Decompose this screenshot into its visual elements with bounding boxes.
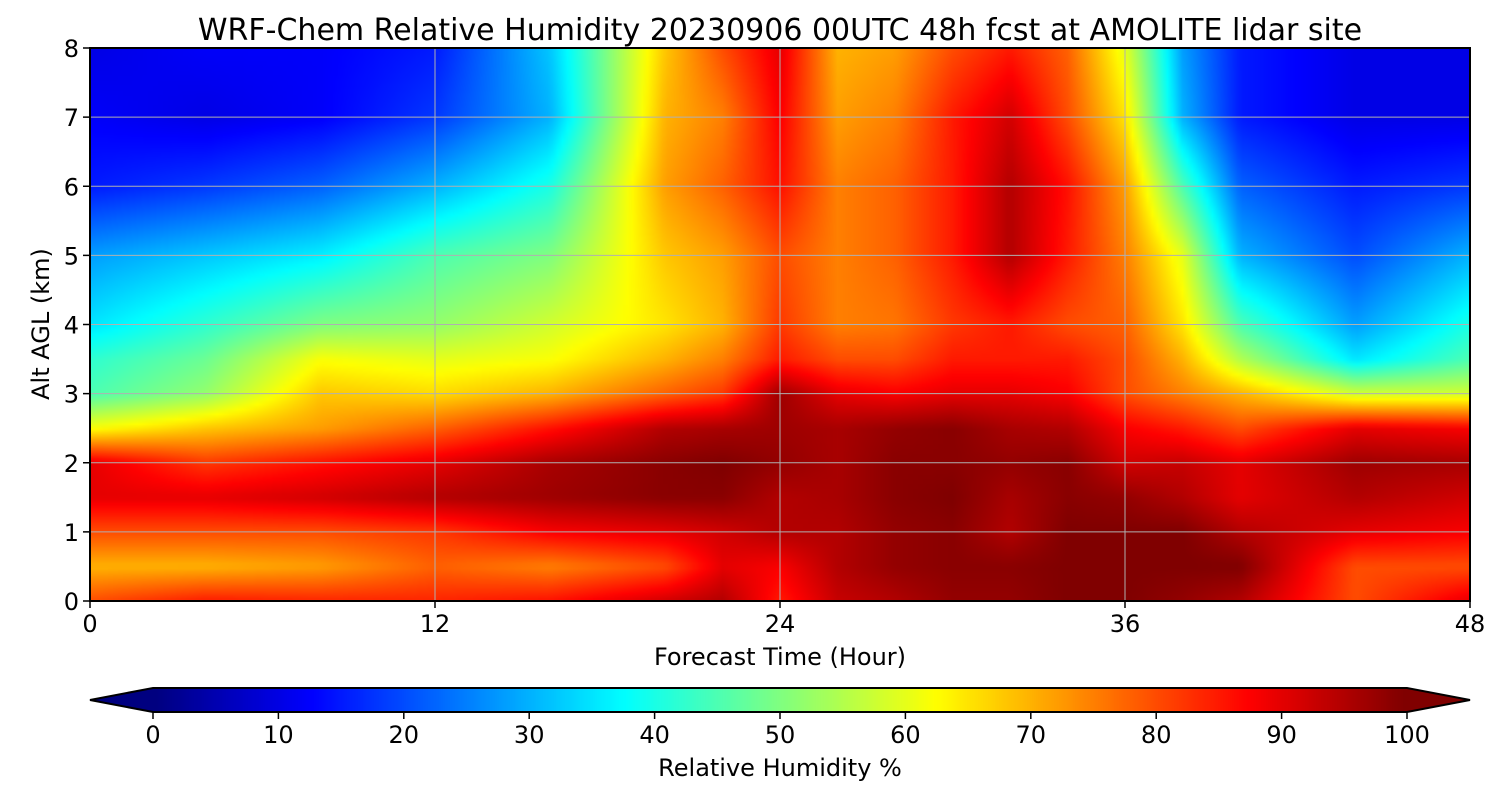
x-tick-label: 0 (82, 610, 97, 638)
colorbar-tick-label: 100 (1384, 721, 1430, 749)
y-tick-label: 7 (64, 104, 79, 132)
y-tick-label: 3 (64, 381, 79, 409)
colorbar-tick-label: 90 (1266, 721, 1297, 749)
colorbar-tick-label: 0 (145, 721, 160, 749)
x-axis-label: Forecast Time (Hour) (654, 643, 906, 671)
x-tick-label: 12 (420, 610, 451, 638)
y-tick-label: 2 (64, 450, 79, 478)
colorbar: 0 10 20 30 40 50 60 70 80 90 100 Relative Humidity… (89, 687, 1471, 782)
y-tick-label: 8 (64, 35, 79, 63)
plot-area (89, 47, 1471, 602)
y-tick-label: 6 (64, 173, 79, 201)
y-tick-label: 5 (64, 242, 79, 270)
colorbar-tick-label: 30 (514, 721, 545, 749)
y-tick-label: 4 (64, 312, 79, 340)
y-axis-label: Alt AGL (km) (27, 248, 55, 400)
colorbar-gradient (153, 688, 1407, 712)
colorbar-tick-label: 40 (639, 721, 670, 749)
x-axis: 0 12 24 36 48 (82, 601, 1485, 638)
y-tick-label: 0 (64, 588, 79, 616)
colorbar-ticks: 0 10 20 30 40 50 60 70 80 90 100 (145, 712, 1430, 749)
y-tick-label: 1 (64, 519, 79, 547)
colorbar-tick-label: 60 (890, 721, 921, 749)
chart-title: WRF-Chem Relative Humidity 20230906 00UT… (198, 13, 1362, 48)
grid-lines (90, 48, 1470, 601)
colorbar-tick-label: 50 (765, 721, 796, 749)
x-tick-label: 36 (1110, 610, 1141, 638)
colorbar-label: Relative Humidity % (658, 754, 902, 782)
colorbar-tick-label: 70 (1016, 721, 1047, 749)
colorbar-tick-label: 20 (389, 721, 420, 749)
colorbar-extend-low (90, 688, 153, 712)
x-tick-label: 48 (1455, 610, 1486, 638)
colorbar-tick-label: 10 (263, 721, 294, 749)
colorbar-tick-label: 80 (1141, 721, 1172, 749)
y-axis: 0 1 2 3 4 5 6 7 8 (64, 35, 90, 616)
x-tick-label: 24 (765, 610, 796, 638)
colorbar-extend-high (1407, 688, 1470, 712)
